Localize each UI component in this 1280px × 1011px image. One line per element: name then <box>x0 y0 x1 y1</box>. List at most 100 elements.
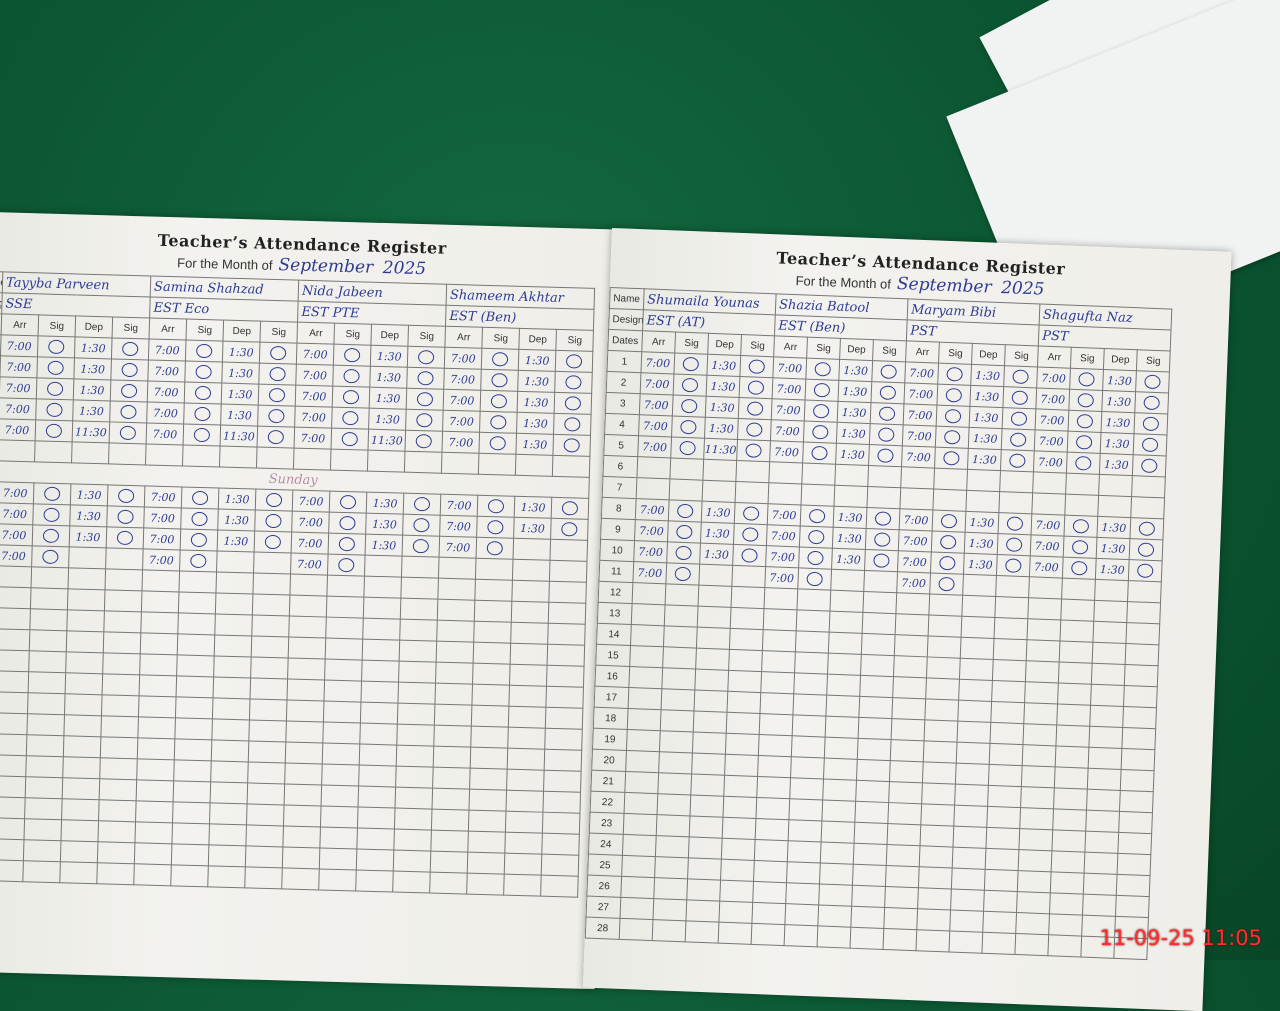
cell <box>1129 539 1163 561</box>
cell <box>790 778 824 800</box>
cell <box>852 864 886 886</box>
cell <box>285 763 323 785</box>
cell <box>622 834 656 856</box>
cell <box>135 822 173 844</box>
cell <box>721 859 755 881</box>
cell <box>672 416 706 438</box>
cell <box>107 506 145 528</box>
arrival-time: 7:00 <box>776 403 801 417</box>
cell <box>137 738 175 760</box>
cell: 1:30 <box>517 412 555 434</box>
cell <box>739 377 773 399</box>
cell <box>960 637 994 659</box>
cell <box>820 842 854 864</box>
signature <box>746 422 763 437</box>
cell: 7:00 <box>0 335 38 357</box>
cell <box>862 612 896 634</box>
cell <box>326 596 364 618</box>
departure-time: 1:30 <box>371 538 396 552</box>
cell <box>245 867 283 889</box>
departure-time: 1:30 <box>377 349 402 363</box>
teacher-name: Shameem Akhtar <box>450 287 564 305</box>
cell: 7:00 <box>443 410 481 432</box>
cell <box>623 813 657 835</box>
cell <box>657 794 691 816</box>
cell <box>1049 914 1083 936</box>
cell <box>988 764 1022 786</box>
cell <box>259 363 297 385</box>
departure-time: 1:30 <box>969 536 994 550</box>
cell <box>787 841 821 863</box>
cell <box>173 802 211 824</box>
cell <box>480 390 518 412</box>
left-page: Teacher’s Attendance Register For the Mo… <box>0 212 616 989</box>
cell <box>722 817 756 839</box>
cell <box>1130 518 1164 540</box>
cell <box>68 568 106 590</box>
cell <box>994 617 1028 639</box>
cell <box>829 611 863 633</box>
cell: 7:00 <box>292 511 330 533</box>
cell <box>1054 767 1088 789</box>
designation: EST (Ben) <box>778 318 845 336</box>
cell <box>1125 644 1159 666</box>
cell <box>184 403 222 425</box>
cell <box>622 855 656 877</box>
cell <box>1021 787 1055 809</box>
date: 24 <box>588 833 623 855</box>
arrival-time: 7:00 <box>909 366 934 380</box>
cell <box>865 528 899 550</box>
cell: 1:30 <box>221 383 259 405</box>
cell <box>982 932 1016 954</box>
cell <box>395 808 433 830</box>
cell <box>362 660 400 682</box>
cell <box>861 654 895 676</box>
cell <box>889 782 923 804</box>
cell <box>0 860 23 882</box>
timestamp: 11-09-25 11:05 <box>1099 926 1262 950</box>
cell <box>284 784 322 806</box>
arrival-time: 7:00 <box>301 410 326 424</box>
signature <box>1143 396 1160 411</box>
signature <box>743 506 760 521</box>
cell <box>172 823 210 845</box>
cell <box>673 374 707 396</box>
cell <box>659 731 693 753</box>
cell <box>329 491 367 513</box>
departure-time: 1:30 <box>968 557 993 571</box>
cell <box>473 663 511 685</box>
cell <box>883 928 917 950</box>
arrival-time: 7:00 <box>450 393 475 407</box>
cell <box>1117 853 1151 875</box>
cell: 7:00 <box>0 482 34 504</box>
column-header: Dep <box>223 320 261 342</box>
cell <box>213 677 251 699</box>
cell <box>476 558 514 580</box>
departure-time: 1:30 <box>705 526 730 540</box>
cell <box>785 904 819 926</box>
cell <box>1134 413 1168 435</box>
cell <box>406 388 444 410</box>
cell <box>949 931 983 953</box>
cell <box>626 750 660 772</box>
cell <box>800 505 834 527</box>
arrival-time: 7:00 <box>1034 560 1059 574</box>
cell <box>331 449 369 471</box>
cell: 1:30 <box>838 380 872 402</box>
cell <box>632 583 666 605</box>
cell <box>368 450 406 472</box>
cell <box>332 386 370 408</box>
arrival-time: 7:00 <box>154 385 179 399</box>
cell <box>430 872 468 894</box>
cell <box>631 604 665 626</box>
signature <box>487 520 503 534</box>
cell <box>290 574 328 596</box>
cell <box>762 651 796 673</box>
cell <box>437 599 475 621</box>
cell <box>324 680 362 702</box>
cell <box>252 615 290 637</box>
cell: 7:00 <box>902 446 936 468</box>
cell <box>215 593 253 615</box>
signature <box>120 405 136 419</box>
cell <box>33 504 71 526</box>
